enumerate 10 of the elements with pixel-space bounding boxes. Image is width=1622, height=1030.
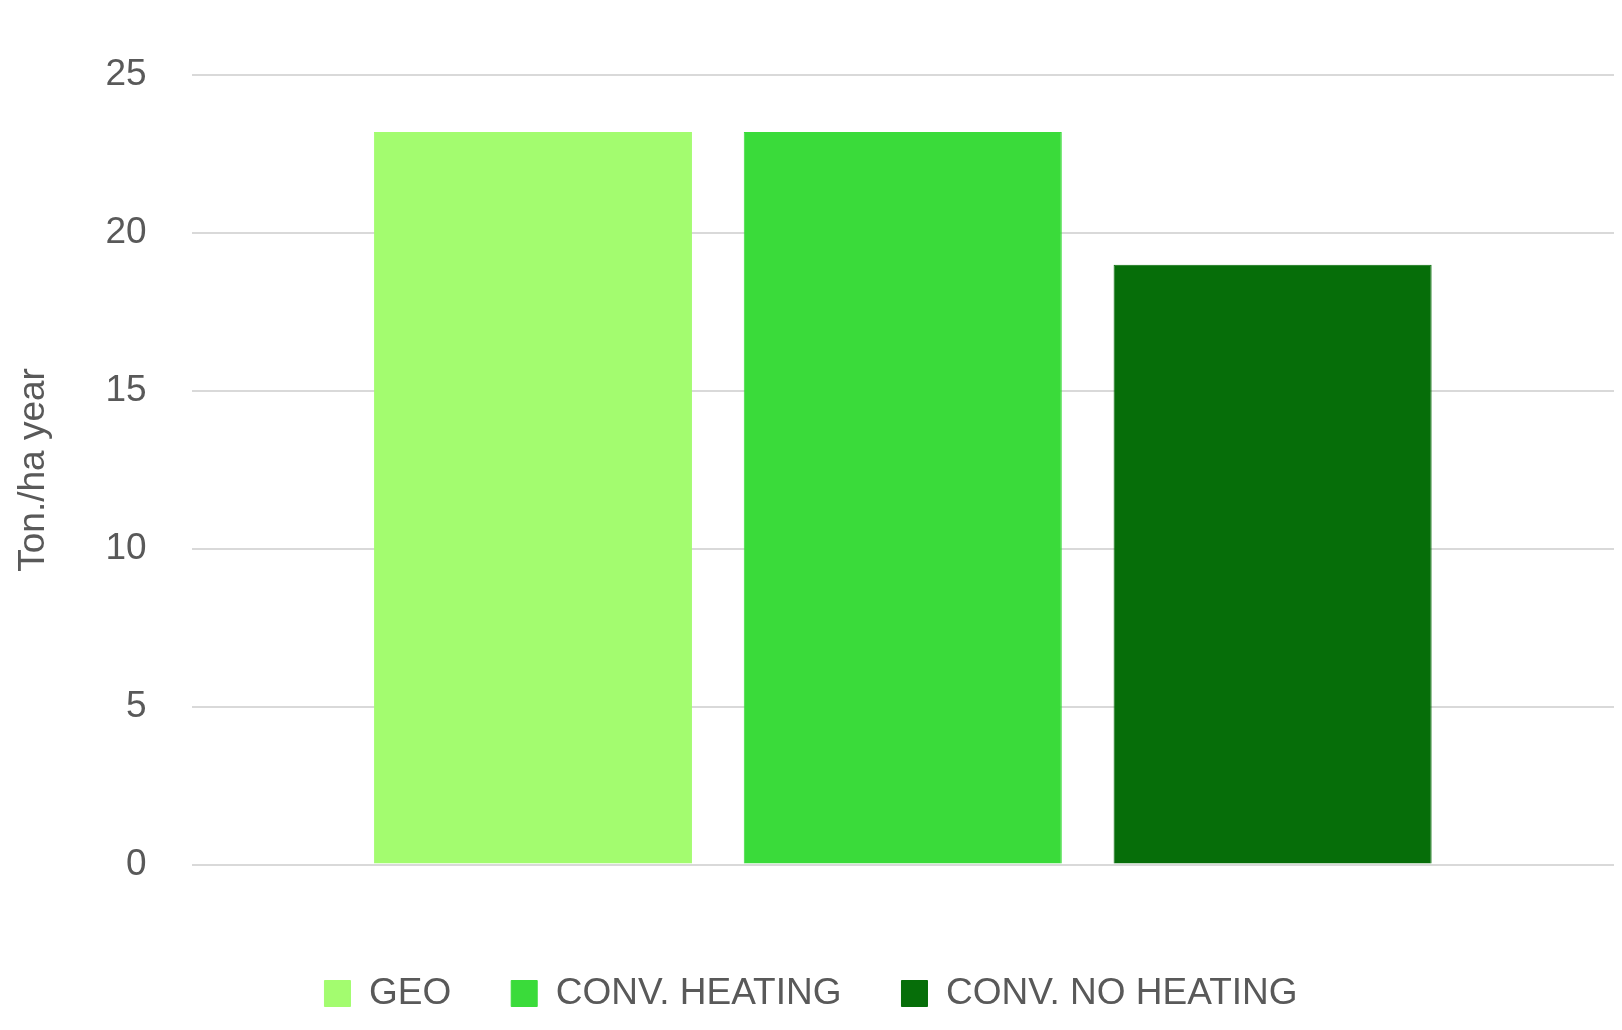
y-tick-label: 25 (105, 52, 147, 94)
y-tick-label: 15 (105, 368, 147, 410)
legend-label: CONV. NO HEATING (945, 970, 1298, 1012)
legend-label: GEO (368, 970, 452, 1012)
y-tick-label: 10 (105, 526, 147, 568)
legend-label: CONV. HEATING (555, 970, 842, 1012)
y-tick-label: 20 (105, 210, 147, 252)
y-tick-label: 0 (125, 841, 147, 883)
y-tick-label: 5 (125, 683, 147, 725)
y-axis-title: Ton./ha year (11, 368, 53, 572)
